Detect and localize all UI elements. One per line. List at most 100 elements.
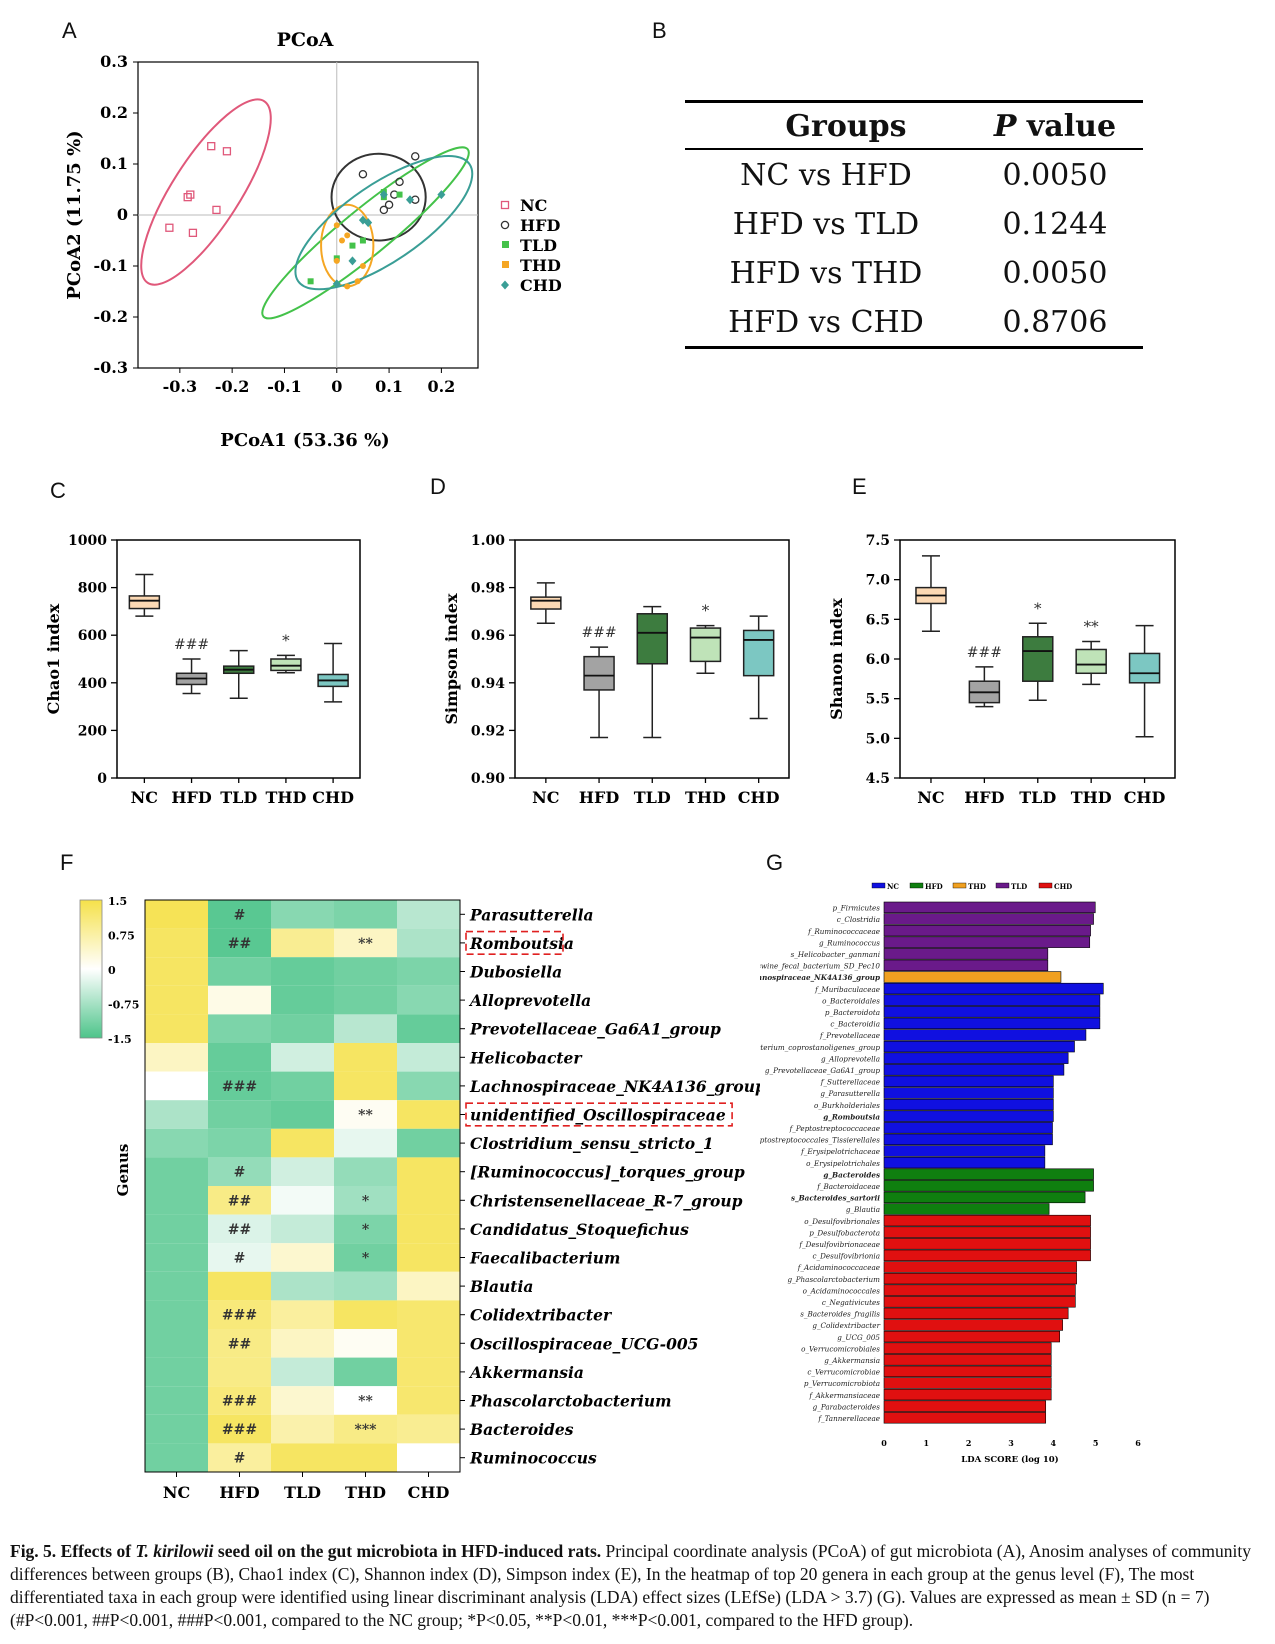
pcoa-point-chd [379, 190, 388, 200]
table-cell-pvalue: 0.8706 [966, 297, 1143, 349]
lefse-bar-label: o_Verrucomicrobiales [801, 1344, 880, 1353]
lefse-bar-label: s_Bacteroides_sartorii [791, 1194, 880, 1203]
lefse-bar-label: g_Phascolarctobacterium [788, 1275, 881, 1284]
pcoa-xtick-label: -0.3 [163, 377, 197, 396]
lefse-bar-nc [883, 1075, 1054, 1088]
table-header-row: Groups P value [685, 100, 1143, 150]
heatmap-cell [334, 1329, 397, 1358]
heatmap-cell [208, 1329, 271, 1358]
simpson-xtick-label: HFD [579, 788, 619, 807]
heatmap-cell [271, 1128, 334, 1158]
heatmap-cell [145, 1043, 208, 1072]
heatmap-cell [271, 985, 334, 1015]
heatmap-cell [271, 957, 334, 986]
heatmap-cell [397, 1271, 460, 1301]
colorbar-tick-label: -1.5 [108, 1033, 132, 1046]
shannon-xtick-label: THD [1071, 788, 1112, 807]
lefse-bar-chd [883, 1261, 1077, 1273]
pcoa-ylabel: PCoA2 (11.75 %) [64, 130, 85, 299]
table-row: HFD vs THD 0.0050 [685, 248, 1143, 297]
table-cell-pvalue: 0.1244 [1002, 207, 1108, 242]
heatmap-cell [334, 1214, 397, 1244]
heatmap-mark: ## [228, 936, 251, 952]
lefse-bar-chd [883, 1272, 1077, 1285]
heatmap-cell [145, 1214, 208, 1244]
simpson-box-hfd [583, 655, 615, 691]
lefse-bar-chd [883, 1238, 1091, 1250]
chao1-significance: ### [174, 637, 209, 653]
chao1-xtick-label: TLD [220, 788, 257, 807]
lefse-bar-tld [883, 959, 1049, 972]
heatmap-cell [271, 1329, 334, 1358]
pcoa-point-thd [339, 237, 345, 244]
anosim-table: Groups P value NC vs HFD 0.0050 HFD vs TL… [685, 100, 1143, 349]
heatmap-cell [397, 1414, 460, 1444]
heatmap-cell [334, 1357, 397, 1387]
heatmap-cell [397, 1443, 460, 1472]
caption-body: Principal coordinate analysis (PCoA) of … [10, 1541, 1251, 1630]
table-cell-group: NC vs HFD [740, 158, 912, 193]
lefse-bar-chd [883, 1342, 1052, 1354]
table-cell-pvalue: 0.0050 [1002, 256, 1108, 291]
lefse-bar-nc [883, 1029, 1087, 1041]
simpson-significance: * [702, 602, 710, 620]
lefse-bar-thd [883, 971, 1062, 983]
heatmap-cell [397, 1157, 460, 1186]
heatmap-row-label: Parasutterella [469, 905, 594, 924]
lefse-bar-label: g_Lachnospiraceae_NK4A136_group [760, 973, 880, 982]
lefse-bar-label: g_Romboutsia [823, 1112, 880, 1121]
lefse-xtick-label: 4 [1051, 1438, 1057, 1448]
heatmap-cell [145, 1271, 208, 1301]
heatmap-cell [397, 985, 460, 1015]
heatmap-cell [334, 1300, 397, 1329]
heatmap-cell [145, 957, 208, 986]
lefse-bar-hfd [883, 1180, 1094, 1192]
heatmap-cell [271, 1014, 334, 1043]
heatmap-cell [397, 1357, 460, 1387]
lefse-bar-label: f_Tannerellaceae [817, 1414, 880, 1423]
lefse-bar-label: s_Bacteroides_fragilis [800, 1310, 880, 1319]
pcoa-legend-label: CHD [520, 276, 562, 295]
lefse-bar-hfd [883, 1203, 1050, 1215]
lefse-bar-label: g_Parabacteroides [813, 1402, 881, 1411]
pcoa-legend-label: NC [520, 196, 547, 215]
pcoa-point-hfd [379, 205, 389, 215]
lefse-legend-label: TLD [1011, 882, 1027, 891]
panel-label-g: G [766, 850, 784, 875]
lefse-legend-label: HFD [925, 882, 943, 891]
chao1-xtick-label: HFD [171, 788, 211, 807]
heatmap-col-label: NC [163, 1483, 190, 1500]
heatmap-cell [334, 1128, 397, 1158]
heatmap-row-label: Colidextribacter [470, 1306, 613, 1325]
heatmap-cell [334, 928, 397, 958]
heatmap-col-label: TLD [284, 1483, 321, 1500]
chao1-box-nc [128, 595, 161, 610]
lefse-bar-tld [883, 924, 1091, 937]
pcoa-ellipse-chd [294, 155, 474, 291]
heatmap-cell [145, 1157, 208, 1186]
lefse-bar-label: g_Blautia [846, 1205, 880, 1214]
panel-label-c: C [50, 478, 66, 503]
heatmap-row-label: Christensenellaceae_R-7_group [470, 1191, 743, 1210]
lefse-bar-label: o_Bacteroidales [822, 996, 880, 1005]
lefse-bar-label: c_Verrucomicrobiae [807, 1368, 880, 1377]
lefse-legend-swatch [871, 882, 886, 889]
lefse-bar-nc [883, 1122, 1053, 1134]
shannon-significance: ### [967, 645, 1002, 661]
pcoa-xtick-label: 0.1 [375, 377, 403, 396]
heatmap-cell [208, 957, 271, 986]
pcoa-point-chd [332, 279, 341, 289]
heatmap-cell [145, 1329, 208, 1358]
heatmap-cell [145, 1128, 208, 1158]
heatmap-row-label: Alloprevotella [468, 991, 591, 1010]
caption-fig-number: Fig. 5. [10, 1541, 57, 1561]
lefse-bar-label: c_Desulfovibrionia [813, 1252, 880, 1261]
chao1-ytick-label: 1000 [68, 533, 107, 549]
lefse-chart: NC HFD THD TLD CHD p_Firmicutes c_Clostridia f_… [760, 882, 1141, 1465]
shannon-significance: * [1034, 599, 1042, 617]
pcoa-ytick-label: -0.2 [94, 307, 128, 326]
chao1-ytick-label: 800 [78, 581, 107, 597]
pcoa-ytick-label: 0.3 [100, 52, 128, 71]
heatmap-row-label: Candidatus_Stoquefichus [470, 1220, 689, 1239]
lefse-bar-nc [883, 1064, 1065, 1076]
